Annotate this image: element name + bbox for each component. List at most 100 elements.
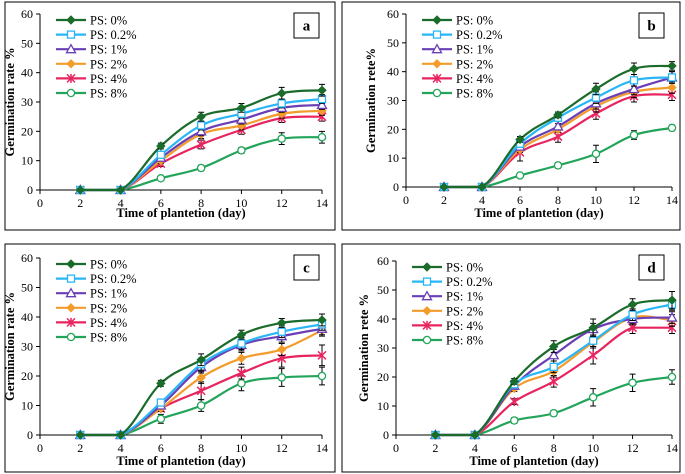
data-point — [156, 174, 166, 183]
legend-label: PS: 4% — [446, 319, 483, 333]
panel-frame — [341, 243, 681, 473]
x-tick-label: 10 — [590, 193, 602, 207]
y-tick-label: 20 — [387, 122, 399, 136]
legend-label: PS: 8% — [90, 87, 127, 101]
legend: PS: 0%PS: 0.2%PS: 1%PS: 2%PS: 4%PS: 8% — [56, 14, 137, 101]
data-point — [236, 329, 247, 340]
legend-label: PS: 4% — [90, 316, 127, 330]
data-point — [430, 430, 441, 440]
legend-label: PS: 1% — [90, 43, 127, 57]
data-point — [156, 150, 166, 159]
y-tick-label: 10 — [21, 399, 33, 413]
x-tick-label: 14 — [666, 441, 678, 455]
legend-marker — [66, 30, 76, 39]
legend-marker — [66, 73, 76, 83]
data-point — [196, 401, 206, 410]
x-tick-label: 10 — [235, 196, 247, 210]
y-tick-label: 40 — [21, 310, 33, 324]
y-tick-label: 20 — [21, 124, 33, 138]
x-tick-label: 12 — [276, 196, 288, 210]
data-point — [549, 341, 559, 352]
data-point — [628, 378, 637, 388]
legend-label: PS: 0% — [456, 14, 493, 28]
data-point — [667, 82, 677, 93]
legend-label: PS: 2% — [90, 301, 127, 315]
y-tick-label: 60 — [21, 251, 33, 265]
data-point — [439, 182, 449, 192]
legend-marker — [422, 277, 432, 286]
y-tick-label: 0 — [27, 183, 33, 197]
data-point — [156, 141, 166, 151]
data-point — [156, 414, 166, 424]
y-tick-label: 30 — [377, 341, 389, 355]
x-tick-label: 4 — [479, 193, 485, 207]
y-tick-label: 60 — [387, 7, 399, 21]
data-point — [591, 149, 601, 159]
legend-marker — [422, 262, 432, 272]
data-point — [196, 111, 206, 122]
legend-label: PS: 8% — [456, 87, 493, 101]
data-point — [588, 350, 598, 360]
y-tick-label: 10 — [387, 151, 399, 165]
legend-label: PS: 0.2% — [446, 275, 493, 289]
x-tick-label: 4 — [118, 441, 124, 455]
panel-letter-box — [293, 12, 320, 39]
y-tick-label: 20 — [377, 370, 389, 384]
data-point — [75, 430, 85, 440]
data-point — [629, 76, 639, 85]
x-tick-label: 8 — [198, 441, 204, 455]
data-point — [510, 416, 519, 425]
data-point — [628, 310, 637, 319]
legend-label: PS: 4% — [456, 72, 493, 86]
legend-marker — [422, 306, 432, 316]
series-ps-0- — [430, 290, 677, 440]
y-tick-label: 50 — [21, 36, 33, 50]
data-point — [237, 146, 246, 155]
panel-letter: b — [647, 19, 655, 35]
data-point — [317, 350, 327, 360]
data-point — [667, 61, 677, 71]
legend-label: PS: 0% — [90, 14, 127, 28]
legend-label: PS: 4% — [90, 72, 127, 86]
data-point — [470, 430, 480, 440]
x-tick-label: 2 — [441, 193, 447, 207]
data-point — [196, 140, 206, 150]
y-tick-label: 10 — [21, 154, 33, 168]
legend-label: PS: 0% — [90, 258, 127, 272]
data-point — [666, 311, 678, 322]
data-point — [509, 376, 519, 387]
series-ps-0- — [439, 61, 677, 192]
y-axis-title: Germination rate % — [3, 47, 17, 156]
data-point — [277, 318, 287, 328]
legend: PS: 0%PS: 0.2%PS: 1%PS: 2%PS: 4%PS: 8% — [412, 261, 493, 348]
data-point — [156, 378, 166, 389]
data-point — [628, 83, 640, 94]
data-point — [667, 372, 677, 382]
x-tick-label: 12 — [627, 441, 639, 455]
data-point — [115, 430, 126, 440]
series-ps-0- — [75, 83, 327, 195]
panel-frame — [4, 1, 336, 231]
x-tick-label: 6 — [511, 441, 517, 455]
x-tick-label: 10 — [235, 441, 247, 455]
panel-letter: c — [303, 261, 310, 277]
legend-label: PS: 2% — [456, 57, 493, 71]
legend-label: PS: 0.2% — [456, 28, 503, 42]
series-ps-0- — [75, 313, 327, 440]
legend-label: PS: 8% — [446, 334, 483, 348]
legend-marker — [66, 303, 76, 313]
data-point — [509, 397, 519, 407]
data-point — [627, 299, 638, 310]
y-tick-label: 0 — [393, 180, 399, 194]
x-axis-title: Time of plantetion (day) — [474, 206, 603, 220]
legend-marker — [66, 15, 76, 25]
x-tick-label: 14 — [316, 196, 328, 210]
data-point — [667, 295, 677, 305]
legend-marker — [432, 59, 442, 69]
legend: PS: 0%PS: 0.2%PS: 1%PS: 2%PS: 4%PS: 8% — [422, 14, 503, 101]
legend-label: PS: 2% — [90, 57, 127, 71]
data-point — [196, 372, 206, 383]
y-tick-label: 20 — [21, 369, 33, 383]
panel-letter-box — [638, 254, 665, 281]
x-tick-label: 8 — [198, 196, 204, 210]
